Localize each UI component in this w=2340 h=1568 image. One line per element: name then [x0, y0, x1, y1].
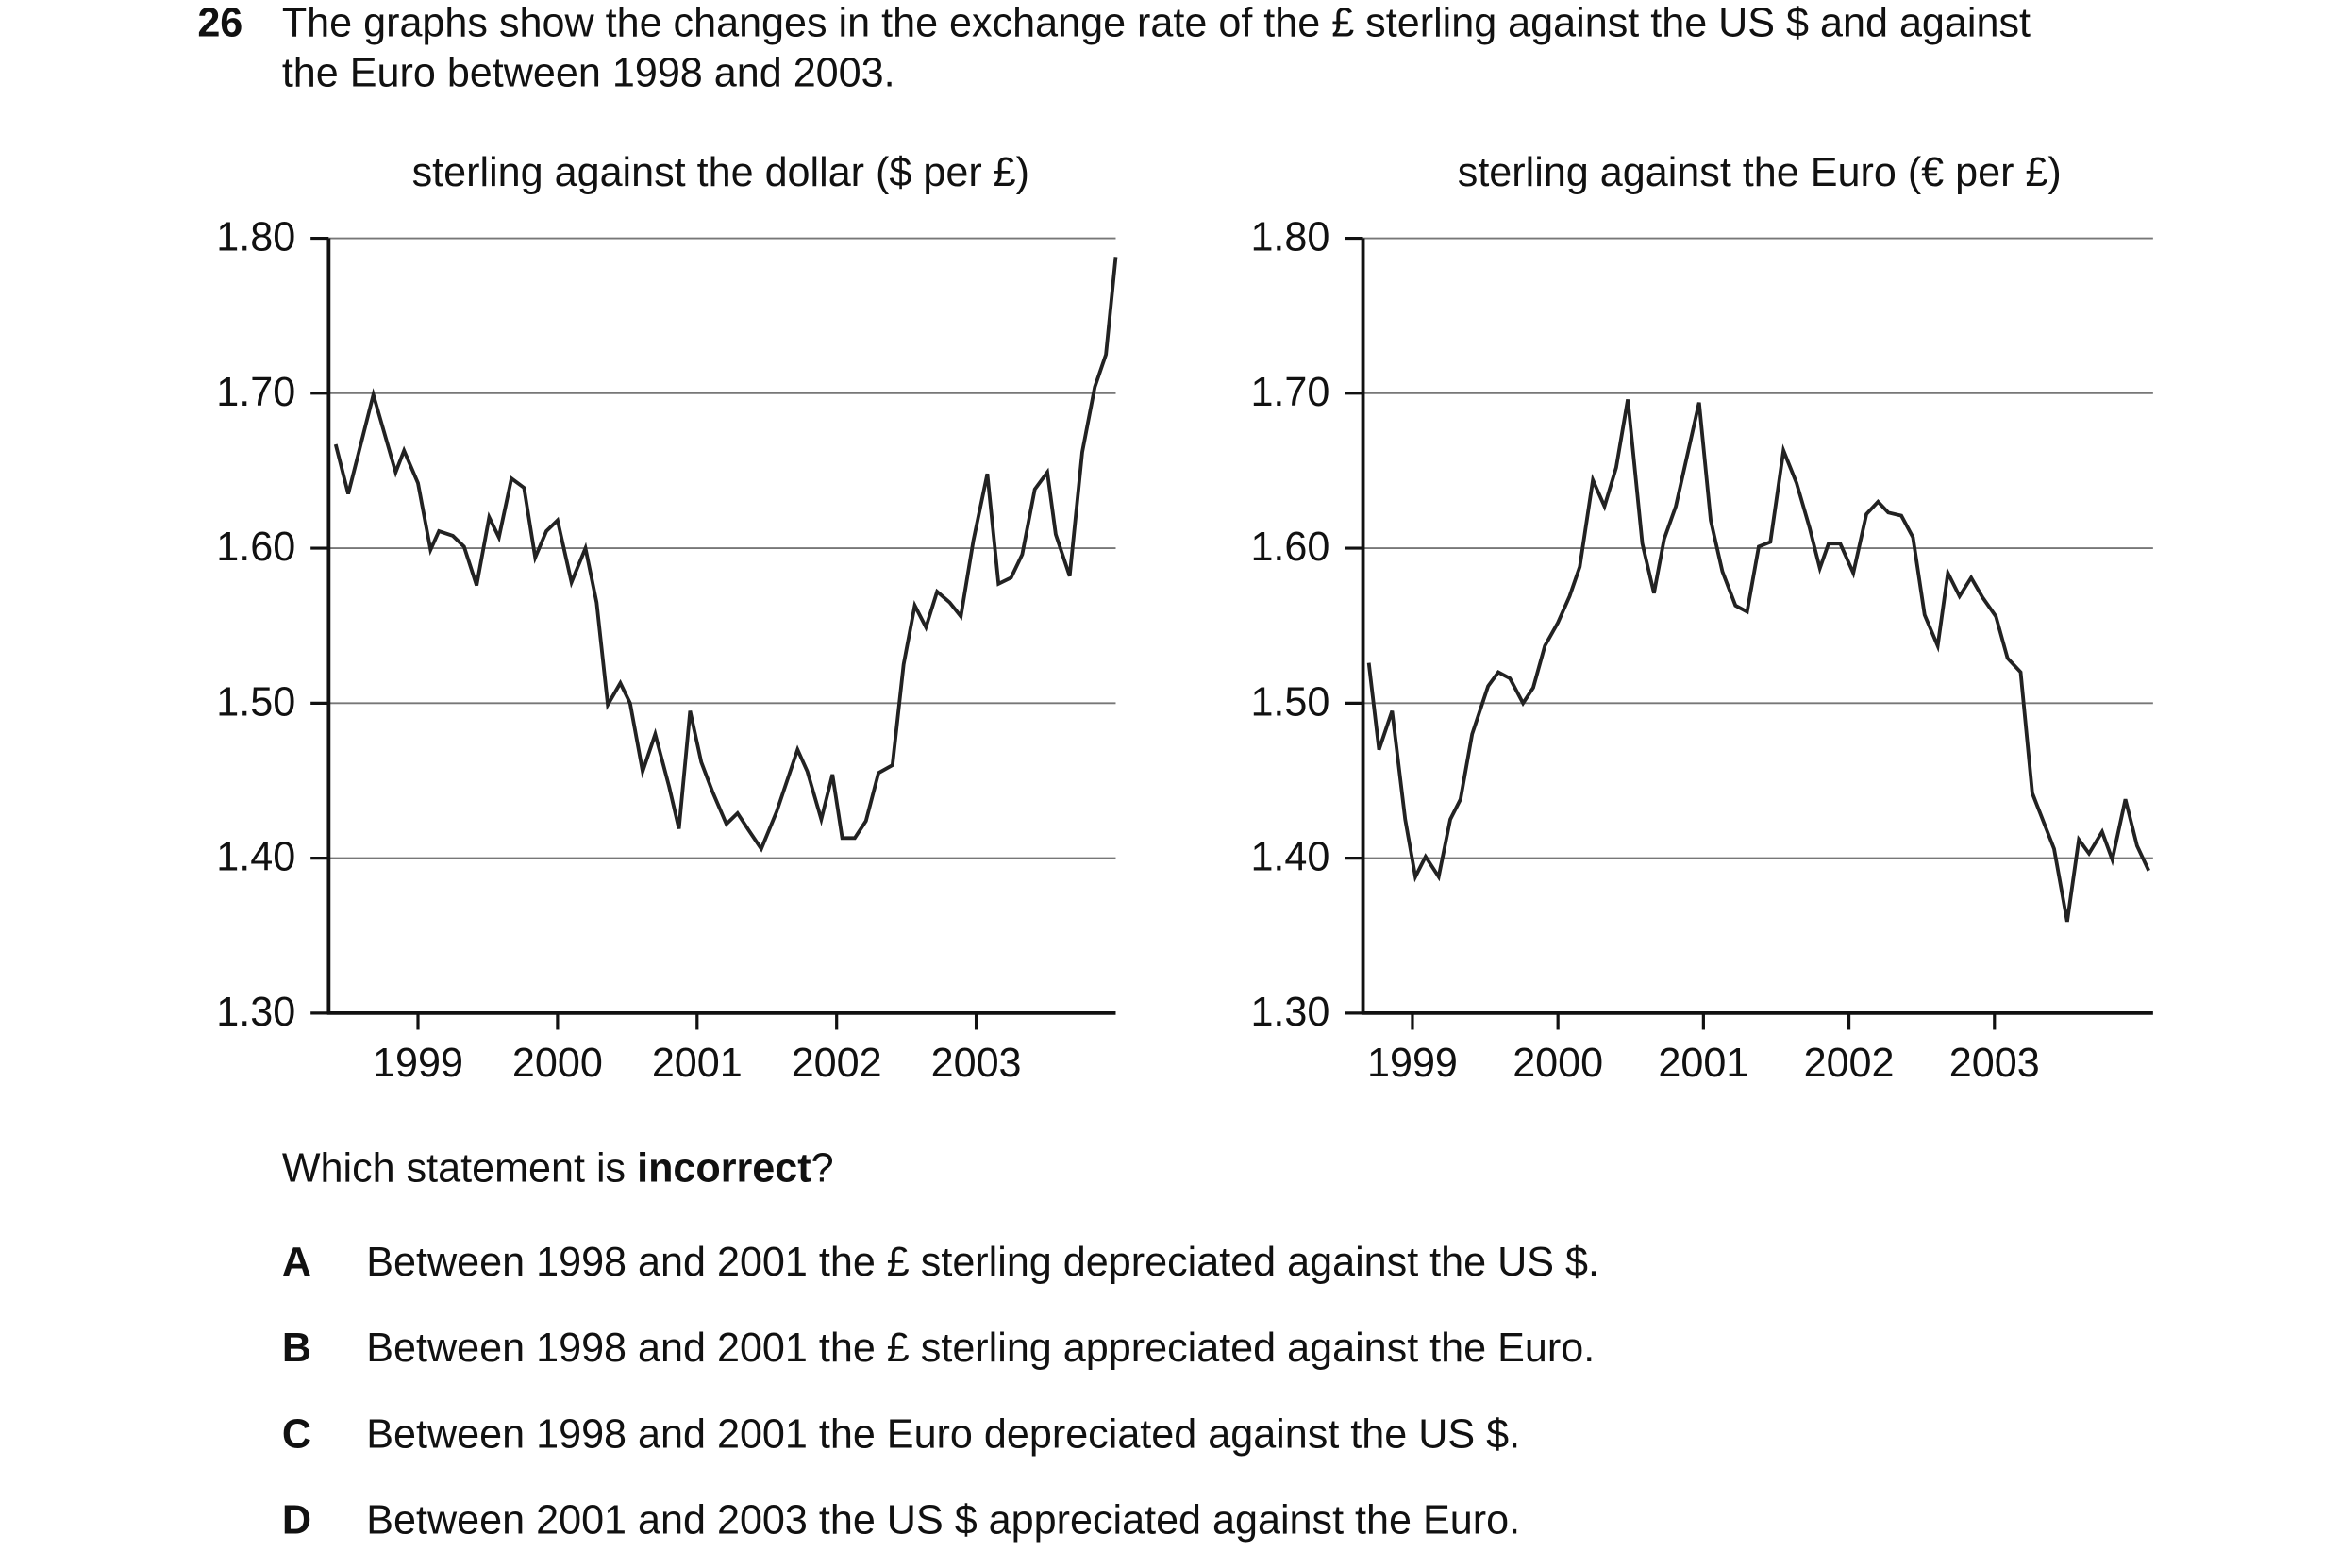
- option-text: Between 2001 and 2003 the US $ appreciat…: [366, 1497, 1520, 1543]
- data-line: [1366, 399, 2150, 923]
- chart-title: sterling against the dollar ($ per £): [412, 150, 1029, 195]
- y-tick-label: 1.60: [1250, 525, 1329, 570]
- x-tick-label: 2001: [652, 1041, 743, 1086]
- option-letter: B: [282, 1326, 311, 1371]
- x-tick-label: 2002: [792, 1041, 882, 1086]
- y-tick-label: 1.40: [1250, 835, 1329, 880]
- x-tick-label: 2000: [1513, 1041, 1603, 1086]
- x-tick-label: 2003: [1949, 1041, 2040, 1086]
- y-tick-label: 1.80: [1250, 215, 1329, 260]
- x-tick-label: 2002: [1804, 1041, 1895, 1086]
- x-tick-label: 1999: [1367, 1041, 1458, 1086]
- y-tick-label: 1.70: [216, 370, 295, 415]
- x-tick-label: 2000: [512, 1041, 603, 1086]
- data-line: [333, 257, 1118, 853]
- question-number: 26: [197, 1, 242, 46]
- option-text: Between 1998 and 2001 the Euro depreciat…: [366, 1411, 1520, 1457]
- prompt-text: Which statement is: [282, 1146, 637, 1192]
- x-tick-label: 2003: [931, 1041, 1022, 1086]
- question-text: the Euro between 1998 and 2003.: [282, 50, 895, 95]
- question-text: The graphs show the changes in the excha…: [282, 1, 2031, 46]
- y-tick-label: 1.40: [216, 835, 295, 880]
- prompt: Which statement is incorrect?: [282, 1146, 834, 1192]
- y-tick-label: 1.30: [216, 990, 295, 1035]
- option-letter: D: [282, 1497, 311, 1543]
- option-letter: C: [282, 1411, 311, 1457]
- x-tick-label: 1999: [373, 1041, 463, 1086]
- y-tick-label: 1.70: [1250, 370, 1329, 415]
- y-tick-label: 1.80: [216, 215, 295, 260]
- y-tick-label: 1.30: [1250, 990, 1329, 1035]
- option-text: Between 1998 and 2001 the £ sterling app…: [366, 1326, 1595, 1371]
- y-tick-label: 1.50: [216, 679, 295, 725]
- chart-title: sterling against the Euro (€ per £): [1458, 150, 2062, 195]
- prompt-emphasis: incorrect: [637, 1146, 811, 1192]
- option-text: Between 1998 and 2001 the £ sterling dep…: [366, 1240, 1599, 1285]
- x-tick-label: 2001: [1658, 1041, 1748, 1086]
- option-letter: A: [282, 1240, 311, 1285]
- y-tick-label: 1.50: [1250, 679, 1329, 725]
- prompt-text: ?: [811, 1146, 834, 1192]
- y-tick-label: 1.60: [216, 525, 295, 570]
